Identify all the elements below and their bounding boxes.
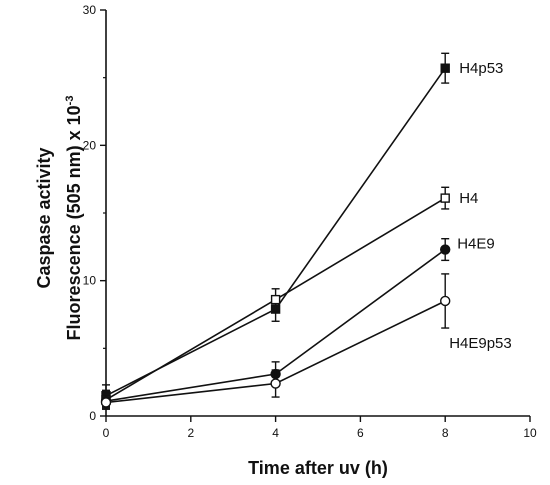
series-label: H4E9p53 (449, 335, 512, 352)
series-label: H4 (459, 190, 478, 207)
series-label: H4E9 (457, 236, 495, 253)
y-axis-title-line1: Caspase activity (34, 147, 54, 288)
data-point-circle (440, 295, 451, 307)
series-line (105, 67, 446, 397)
y-tick-label: 20 (83, 138, 97, 152)
y-tick-label: 10 (83, 274, 97, 288)
y-axis-title-main: Fluorescence (505 nm) x 10 (64, 105, 84, 340)
x-tick-label: 4 (272, 426, 279, 440)
data-point-circle (440, 244, 451, 255)
y-tick-label: 30 (83, 3, 97, 17)
series-label: H4p53 (459, 60, 503, 77)
y-axis-title-superscript: -3 (64, 96, 76, 106)
data-point-circle (100, 397, 112, 408)
data-point-square (270, 294, 281, 305)
x-tick-label: 10 (523, 426, 537, 440)
series-h4e9p53: H4E9p53 (100, 273, 512, 409)
x-axis-title: Time after uv (h) (248, 458, 388, 478)
x-tick-label: 6 (357, 426, 364, 440)
series-h4e9: H4E9 (100, 236, 495, 409)
data-point-square (440, 193, 450, 203)
x-tick-label: 8 (442, 426, 449, 440)
axes: 0 2 4 6 8 10 0 10 20 30 (83, 3, 537, 440)
y-axis-title-line2: Fluorescence (505 nm) x 10-3 (64, 96, 84, 341)
data-point-square (440, 63, 450, 73)
data-point-circle (270, 378, 281, 389)
series-layer: H4p53 H4 H4E9 H4E9p53 (100, 52, 512, 410)
y-tick-label: 0 (89, 409, 96, 423)
x-tick-label: 2 (187, 426, 194, 440)
x-tick-label: 0 (103, 426, 110, 440)
